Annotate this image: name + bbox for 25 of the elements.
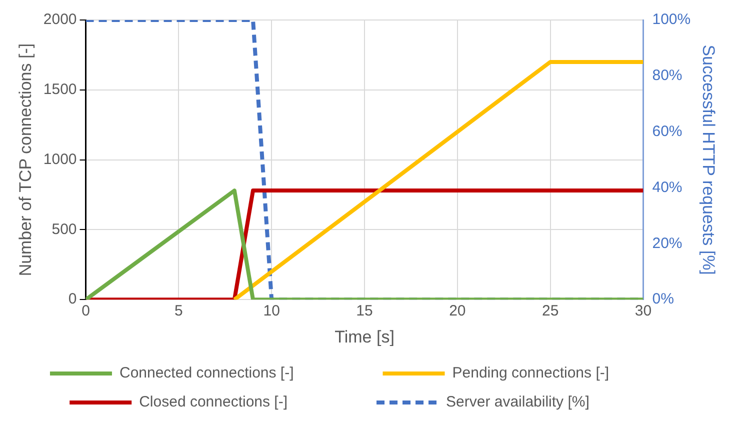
legend-label: Closed connections [-] — [139, 394, 363, 411]
x-tick-label: 0 — [82, 302, 90, 320]
y-tick-label: 1000 — [43, 150, 77, 168]
y-tick-label: 0 — [68, 290, 77, 308]
y-tick-label: 500 — [52, 220, 77, 238]
x-tick-label: 25 — [542, 302, 559, 320]
x-tick-label: 30 — [634, 302, 652, 320]
y-tick-label: 2000 — [43, 11, 77, 28]
y-axis-title: Number of TCP connections [-] — [16, 43, 35, 276]
y2-axis-title: Successful HTTP requests [%] — [699, 44, 718, 275]
x-tick-label: 20 — [449, 302, 466, 320]
y2-tick-label: 0% — [652, 290, 674, 308]
y2-tick-label: 60% — [652, 122, 682, 140]
x-tick-label: 5 — [174, 302, 183, 320]
y2-tick-label: 80% — [652, 67, 682, 84]
legend-label: Server availability [%] — [446, 394, 664, 411]
y2-tick-label: 20% — [652, 234, 682, 252]
y2-tick-label: 40% — [652, 178, 682, 196]
y-tick-label: 1500 — [43, 81, 77, 98]
legend-label: Pending connections [-] — [452, 364, 684, 382]
x-tick-label: 10 — [263, 302, 280, 320]
x-axis-title: Time [s] — [334, 327, 394, 346]
x-tick-label: 15 — [356, 302, 373, 320]
y2-tick-label: 100% — [652, 11, 691, 28]
legend-label: Connected connections [-] — [119, 364, 369, 382]
